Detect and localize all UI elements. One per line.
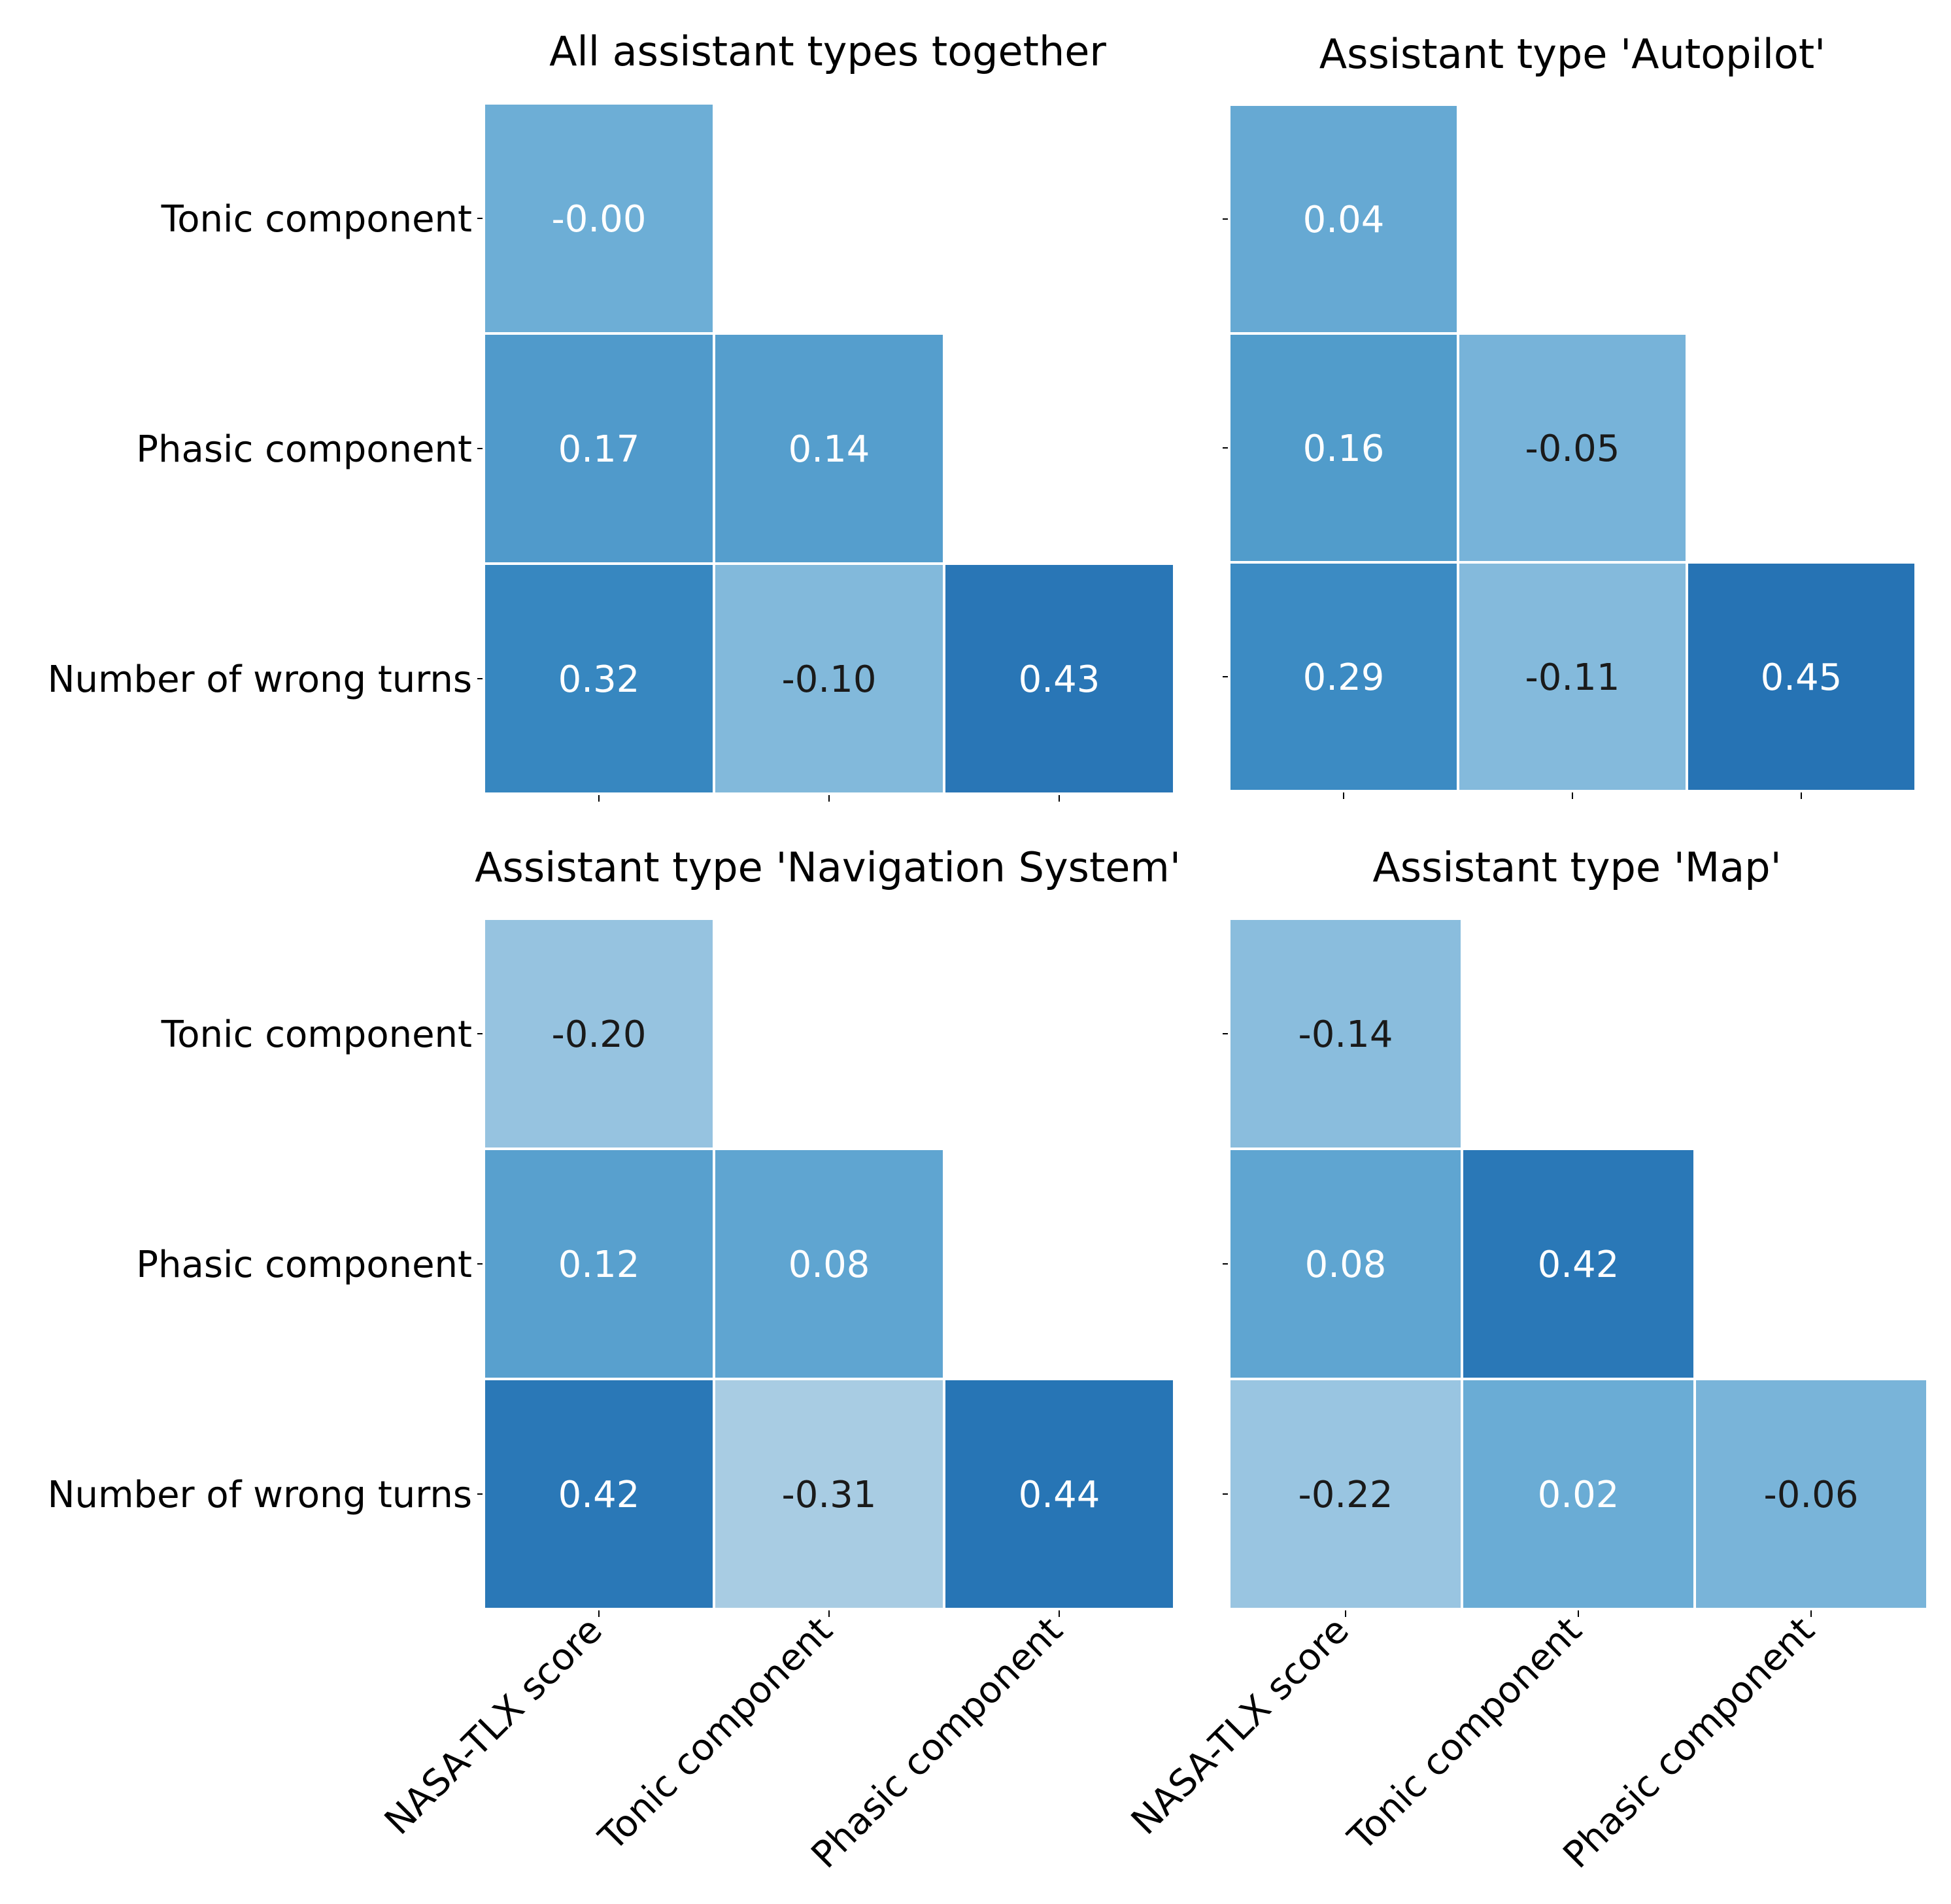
- heatmap-cell: [1228, 561, 1459, 792]
- panel-title: Assistant type 'Map': [1372, 843, 1781, 891]
- panel-title: All assistant types together: [549, 27, 1106, 75]
- heatmap-cell: [1228, 332, 1459, 564]
- heatmap-cell: [483, 1148, 715, 1380]
- column-label: Phasic component: [804, 1609, 1071, 1877]
- heatmap-cell: [943, 1378, 1176, 1610]
- cell-value-label: -0.31: [782, 1474, 877, 1516]
- heatmap-cell: [713, 332, 945, 565]
- cell-value-label: -0.20: [552, 1013, 647, 1056]
- row-label: Number of wrong turns: [48, 1474, 472, 1516]
- cell-value-label: -0.11: [1525, 656, 1620, 699]
- heatmap-cell: [1461, 1378, 1696, 1610]
- cell-value-label: 0.43: [1019, 658, 1100, 701]
- cell-value-label: -0.10: [782, 658, 877, 701]
- cell-value-label: 0.29: [1303, 656, 1385, 699]
- heatmap-cell: [1228, 917, 1463, 1150]
- column-label: Tonic component: [1340, 1609, 1590, 1860]
- cell-value-label: -0.14: [1298, 1013, 1393, 1056]
- heatmap-cell: [483, 562, 715, 795]
- cell-value-label: 0.08: [1305, 1244, 1387, 1286]
- cell-value-label: -0.00: [552, 198, 647, 241]
- heatmap-cell: [483, 332, 715, 565]
- row-label: Tonic component: [161, 198, 472, 241]
- cell-value-label: 0.04: [1303, 199, 1385, 241]
- cell-value-label: -0.22: [1298, 1474, 1393, 1516]
- heatmap-cell: [1228, 103, 1459, 335]
- cell-value-label: 0.16: [1303, 428, 1385, 470]
- cell-value-label: -0.05: [1525, 428, 1620, 470]
- heatmap-cell: [713, 1378, 945, 1610]
- cell-value-label: 0.17: [558, 428, 640, 471]
- cell-value-label: 0.44: [1019, 1474, 1100, 1516]
- cell-value-label: 0.42: [558, 1474, 640, 1516]
- cell-value-label: 0.02: [1538, 1474, 1620, 1516]
- cell-value-label: 0.08: [789, 1244, 870, 1286]
- column-label: NASA-TLX score: [1123, 1609, 1357, 1843]
- heatmap-cell: [483, 102, 715, 335]
- heatmap-cell: [483, 1378, 715, 1610]
- cell-value-label: -0.06: [1764, 1474, 1859, 1516]
- column-label: NASA-TLX score: [377, 1609, 611, 1843]
- heatmap-cell: [1228, 1378, 1463, 1610]
- cell-value-label: 0.12: [558, 1244, 640, 1286]
- heatmap-cell: [1693, 1378, 1929, 1610]
- heatmap-panel-2: Assistant type 'Autopilot' 0.04 0.16 -0.05 0…: [1223, 30, 1917, 799]
- heatmap-cell: [1686, 561, 1917, 792]
- heatmap-cell: [1457, 561, 1688, 792]
- row-label: Tonic component: [161, 1013, 472, 1056]
- cell-value-label: 0.14: [789, 428, 870, 471]
- heatmap-panel-4: Assistant type 'Map' -0.14 0.08 0.42 -0.22 0.…: [1123, 843, 1929, 1877]
- row-label: Number of wrong turns: [48, 658, 472, 701]
- row-label: Phasic component: [136, 1244, 472, 1286]
- heatmap-cell: [713, 562, 945, 795]
- column-label: Phasic component: [1555, 1609, 1823, 1877]
- heatmap-cell: [943, 562, 1176, 795]
- heatmap-panel-3: Assistant type 'Navigation System' -0.20 0…: [48, 843, 1181, 1877]
- cell-value-label: 0.45: [1761, 656, 1842, 699]
- cell-value-label: 0.32: [558, 658, 640, 701]
- panel-title: Assistant type 'Navigation System': [475, 843, 1181, 891]
- heatmap-panel-1: All assistant types together -0.00 0.17 0.1…: [48, 27, 1176, 802]
- column-label: Tonic component: [590, 1609, 841, 1860]
- row-label: Phasic component: [136, 428, 472, 471]
- cell-value-label: 0.42: [1538, 1244, 1620, 1286]
- heatmap-cell: [1461, 1148, 1696, 1380]
- panel-title: Assistant type 'Autopilot': [1319, 30, 1825, 78]
